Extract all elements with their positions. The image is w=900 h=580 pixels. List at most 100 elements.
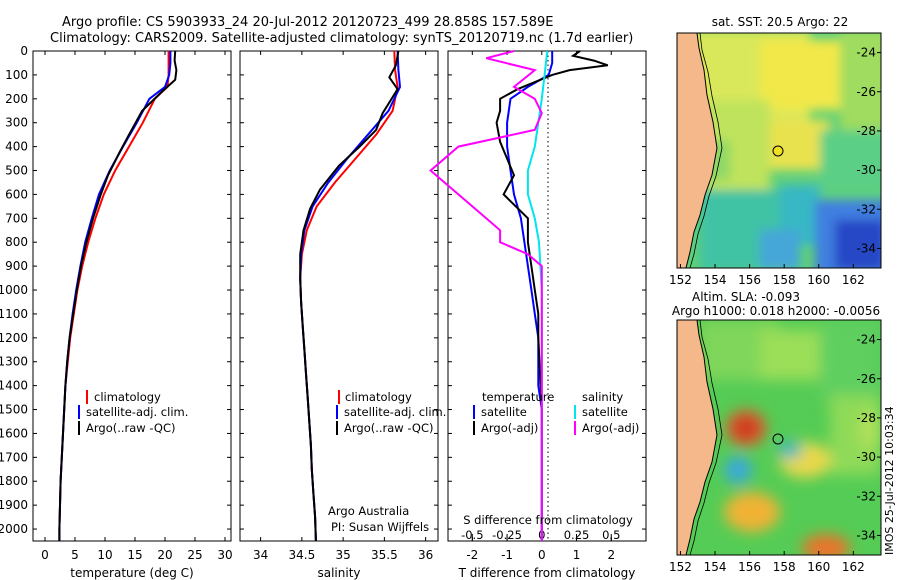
map-x-tick-label: 160: [807, 560, 830, 574]
y-tick-label: 400: [5, 140, 28, 154]
temperature-x-ticks: 0 5 10 15 20 25 30: [41, 51, 233, 562]
map-x-tick-label: 154: [704, 273, 727, 287]
temperature-xlabel: temperature (deg C): [70, 566, 193, 580]
map-y-tick-label: -24: [856, 46, 876, 60]
legend-label-climatology: climatology: [94, 390, 161, 404]
sla-map-ticks: 152 154 156 158 160 162 -24 -26 -28 -30 -32 -34: [669, 333, 881, 574]
map-y-tick-label: -24: [856, 333, 876, 347]
legend-label-sal-satellite: satellite: [582, 405, 628, 419]
y-tick-label: 500: [5, 164, 28, 178]
depth-y-ticks: 0 100 200 300 400 500 600 700 800 900 1000 1100 1200…: [0, 44, 231, 536]
y-tick-label: 800: [5, 235, 28, 249]
x-tick-label: 2: [607, 548, 615, 562]
series-line-argo-raw-qc-: [299, 50, 400, 542]
credit-argo-australia: Argo Australia: [328, 504, 409, 518]
salinity-axes-box: [239, 50, 439, 542]
map-y-tick-label: -28: [856, 124, 876, 138]
sst-map-title: sat. SST: 20.5 Argo: 22: [712, 15, 849, 29]
y-tick-label: 1900: [0, 498, 28, 512]
map-y-tick-label: -26: [856, 85, 876, 99]
x-tick-label: 20: [157, 548, 172, 562]
x-tick-label: 15: [127, 548, 142, 562]
y-tick-label: 1300: [0, 355, 28, 369]
x-tick-label: 10: [97, 548, 112, 562]
difference-x-ticks: -2 -1 0 1 2: [448, 50, 646, 562]
map-x-tick-label: 154: [704, 560, 727, 574]
credit-pi: PI: Susan Wijffels: [331, 520, 429, 534]
y-tick-label: 700: [5, 211, 28, 225]
map-y-tick-label: -32: [856, 489, 876, 503]
salinity-panel: 34 34.5 35 35.5 36 salinity climatology sate…: [239, 50, 446, 580]
x-tick-label: 35.5: [371, 548, 398, 562]
sla-map-subtitle: Argo h1000: 0.018 h2000: -0.0056: [672, 304, 880, 318]
sla-map-title: Altim. SLA: -0.093: [692, 290, 800, 304]
y-tick-label: 900: [5, 259, 28, 273]
y-tick-label: 1000: [0, 283, 28, 297]
y-tick-label: 1600: [0, 426, 28, 440]
sla-field: [677, 320, 881, 555]
salinity-series: [299, 50, 402, 542]
legend-heading-temperature: temperature: [482, 390, 554, 404]
y-tick-label: 600: [5, 187, 28, 201]
temperature-legend: climatology satellite-adj. clim. Argo(..…: [78, 390, 188, 435]
s-diff-tick-label: -0.5: [461, 528, 483, 542]
x-tick-label: 35: [335, 548, 350, 562]
x-tick-label: 1: [573, 548, 581, 562]
y-tick-label: 300: [5, 116, 28, 130]
map-y-tick-label: -34: [856, 241, 876, 255]
sst-map-ticks: 152 154 156 158 160 162 -24 -26 -28 -30 -32 -34: [669, 46, 881, 287]
legend-label-satellite: satellite-adj. clim.: [344, 405, 446, 419]
x-tick-label: 36: [418, 548, 433, 562]
series-line-argo-raw-qc-: [58, 50, 178, 541]
y-tick-label: 200: [5, 92, 28, 106]
legend-label-satellite: satellite-adj. clim.: [86, 405, 188, 419]
map-y-tick-label: -30: [856, 163, 876, 177]
sla-map-frame: [676, 319, 882, 556]
argo-float-marker: [772, 433, 784, 445]
legend-label-temp-argo: Argo(-adj): [481, 421, 538, 435]
x-tick-label: 34.5: [289, 548, 316, 562]
sla-shelf-contour: [689, 320, 723, 555]
salinity-difference-ticks: -0.5 -0.25 0 0.25 0.5: [461, 528, 620, 542]
x-tick-label: -1: [501, 548, 513, 562]
map-x-tick-label: 156: [738, 560, 761, 574]
y-tick-label: 1100: [0, 307, 28, 321]
difference-panel: -2 -1 0 1 2 -0.5 -0.25 0 0.25 0.5 T difference f…: [429, 50, 647, 580]
y-tick-label: 1200: [0, 331, 28, 345]
map-x-tick-label: 162: [842, 560, 865, 574]
salinity-difference-label: S difference from climatology: [463, 513, 633, 527]
legend-label-argo: Argo(..raw -QC): [344, 421, 434, 435]
title-line2: Climatology: CARS2009. Satellite-adjuste…: [50, 31, 633, 46]
difference-series: [429, 50, 609, 541]
title-line1: Argo profile: CS 5903933_24 20-Jul-2012 …: [62, 15, 553, 30]
x-tick-label: 5: [71, 548, 79, 562]
map-x-tick-label: 152: [669, 273, 692, 287]
sla-land-mask: [677, 320, 718, 555]
map-x-tick-label: 162: [842, 273, 865, 287]
salinity-xlabel: salinity: [317, 566, 360, 580]
legend-label-climatology: climatology: [345, 390, 412, 404]
x-tick-label: 0: [538, 548, 546, 562]
map-x-tick-label: 160: [807, 273, 830, 287]
y-tick-label: 1500: [0, 403, 28, 417]
s-diff-tick-label: 0.25: [564, 528, 590, 542]
sst-map-panel: sat. SST: 20.5 Argo: 22 152 154: [669, 15, 882, 287]
y-tick-label: 1400: [0, 379, 28, 393]
temperature-panel: 0 5 10 15 20 25 30 0 100 200 300 400 500 600 700 800 90…: [0, 44, 233, 580]
y-tick-label: 0: [20, 44, 28, 58]
map-y-tick-label: -30: [856, 450, 876, 464]
temperature-axes-box: [32, 50, 232, 542]
sst-shelf-contour: [689, 33, 723, 268]
s-diff-tick-label: -0.25: [492, 528, 522, 542]
x-tick-label: 0: [41, 548, 49, 562]
map-x-tick-label: 152: [669, 560, 692, 574]
map-x-tick-label: 158: [773, 273, 796, 287]
temperature-series: [58, 50, 178, 541]
sst-field: [677, 33, 881, 268]
y-tick-label: 1700: [0, 450, 28, 464]
x-tick-label: -2: [466, 548, 478, 562]
legend-heading-salinity: salinity: [582, 390, 623, 404]
map-x-tick-label: 158: [773, 560, 796, 574]
map-x-tick-label: 156: [738, 273, 761, 287]
